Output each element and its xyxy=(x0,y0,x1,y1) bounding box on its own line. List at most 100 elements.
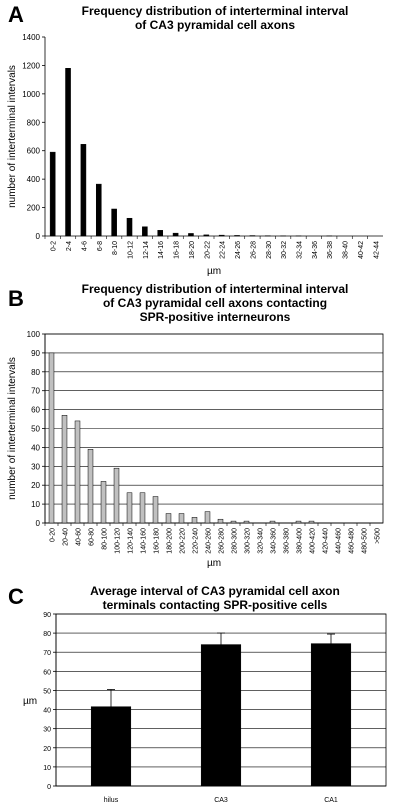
x-tick-label: 20-40 xyxy=(63,528,70,546)
y-tick-label: 0 xyxy=(47,784,51,791)
chart-c-title: Average interval of CA3 pyramidal cell a… xyxy=(40,584,390,612)
chart-a-title: Frequency distribution of interterminal … xyxy=(40,4,390,32)
y-tick-label: 10 xyxy=(31,500,40,509)
bar-20-40 xyxy=(61,415,68,524)
x-tick-label: 60-80 xyxy=(89,528,96,546)
x-tick-label: 320-340 xyxy=(258,528,265,554)
bar-CA3 xyxy=(200,644,242,787)
x-tick-label: 20-22 xyxy=(204,241,211,259)
bar-380-400 xyxy=(295,520,302,524)
x-tick-label: 120-140 xyxy=(128,528,135,554)
x-tick-label: 80-100 xyxy=(102,528,109,550)
bar-160-180 xyxy=(152,496,159,524)
bar-12-14 xyxy=(142,226,148,237)
x-axis-label: µm xyxy=(207,266,221,277)
x-tick-label: 300-320 xyxy=(245,528,252,554)
y-tick-label: 70 xyxy=(43,650,51,657)
bar-140-160 xyxy=(139,492,146,524)
y-axis-label: number of interterminal intervals xyxy=(7,65,18,208)
y-tick-label: 80 xyxy=(31,368,40,377)
bar-6-8 xyxy=(95,183,102,237)
x-tick-label: 36-38 xyxy=(327,241,334,259)
x-tick-label: 100-120 xyxy=(115,528,122,554)
bar-260-280 xyxy=(217,518,224,524)
x-tick-label: 12-14 xyxy=(143,241,150,259)
panel-letter-a: A xyxy=(8,2,24,27)
bar-18-20 xyxy=(188,233,194,237)
bar-10-12 xyxy=(126,217,133,237)
x-tick-label: 360-380 xyxy=(284,528,291,554)
x-tick-label: 24-26 xyxy=(235,241,242,259)
bar-80-100 xyxy=(100,481,107,524)
x-tick-label: 260-280 xyxy=(219,528,226,554)
x-tick-label: 4-6 xyxy=(81,241,88,251)
y-tick-label: 40 xyxy=(43,708,51,715)
y-tick-label: 60 xyxy=(43,669,51,676)
x-tick-label: CA3 xyxy=(214,797,228,804)
x-tick-label: 440-460 xyxy=(336,528,343,554)
x-tick-label: CA1 xyxy=(324,797,338,804)
chart-a-title-line-2: of CA3 pyramidal cell axons xyxy=(134,18,296,32)
y-tick-label: 90 xyxy=(43,612,51,619)
chart-a-title-line-1: Frequency distribution of interterminal … xyxy=(81,4,349,18)
x-tick-label: 460-480 xyxy=(349,528,356,554)
bar-180-200 xyxy=(165,513,172,524)
y-tick-label: 60 xyxy=(31,406,40,415)
x-tick-label: 28-30 xyxy=(266,241,273,259)
x-tick-label: 22-24 xyxy=(220,241,227,259)
y-tick-label: 30 xyxy=(31,462,40,471)
x-tick-label: 380-400 xyxy=(297,528,304,554)
x-tick-label: 40-60 xyxy=(76,528,83,546)
y-tick-label: 0 xyxy=(36,519,41,528)
chart-b: 0 10 20 30 40 50 60 70 80 90 100 0-20 20-40 40-60 60-8… xyxy=(7,330,384,569)
bar-240-260 xyxy=(204,511,211,524)
bar-0-2 xyxy=(49,151,56,237)
x-tick-label: 340-360 xyxy=(271,528,278,554)
chart-b-title: Frequency distribution of interterminal … xyxy=(40,282,390,324)
x-tick-label: 6-8 xyxy=(97,241,104,251)
bar-20-22 xyxy=(203,234,210,237)
y-tick-label: 80 xyxy=(43,631,51,638)
x-tick-label: 420-440 xyxy=(323,528,330,554)
y-tick-label: 30 xyxy=(43,727,51,734)
bar-200-220 xyxy=(178,513,185,524)
x-tick-label: 280-300 xyxy=(232,528,239,554)
chart-c-title-line-1: Average interval of CA3 pyramidal cell a… xyxy=(90,584,340,598)
x-tick-label: 40-42 xyxy=(358,241,365,259)
bar-280-300 xyxy=(230,520,237,524)
y-axis-label: number of interterminal intervals xyxy=(7,357,18,500)
x-tick-label: 140-160 xyxy=(141,528,148,554)
x-tick-label: 34-36 xyxy=(312,241,319,259)
x-tick-label: 26-28 xyxy=(250,241,257,259)
bar-24-26 xyxy=(234,235,240,237)
y-tick-label: 800 xyxy=(27,118,41,127)
bar-40-60 xyxy=(74,420,81,524)
bar-0-20 xyxy=(48,352,55,524)
bar-14-16 xyxy=(157,230,164,237)
y-tick-label: 100 xyxy=(27,330,41,339)
chart-a: 0 200 400 600 800 1000 1200 1400 0-2 2-4 4-6 6-8 8-1… xyxy=(7,33,383,277)
bar-4-6 xyxy=(80,144,87,237)
bar-22-24 xyxy=(218,234,225,237)
x-tick-label: 0-2 xyxy=(51,241,58,251)
y-tick-label: 600 xyxy=(27,147,41,156)
y-tick-label: 10 xyxy=(43,765,51,772)
y-tick-label: 90 xyxy=(31,349,40,358)
panel-letter-c: C xyxy=(8,584,24,609)
x-tick-label: 14-16 xyxy=(158,241,165,259)
chart-b-title-line-2: of CA3 pyramidal cell axons contacting xyxy=(102,296,328,310)
x-tick-label: 16-18 xyxy=(174,241,181,259)
x-tick-label: hilus xyxy=(104,797,119,804)
x-axis-label: µm xyxy=(207,558,221,569)
y-tick-label: 400 xyxy=(27,175,41,184)
x-tick-label: 240-260 xyxy=(206,528,213,554)
bar-100-120 xyxy=(113,467,120,524)
bar-8-10 xyxy=(111,208,117,237)
x-tick-label: 400-420 xyxy=(310,528,317,554)
x-tick-label: 38-40 xyxy=(343,241,350,259)
y-tick-label: 200 xyxy=(27,204,41,213)
y-tick-label: 40 xyxy=(31,443,40,452)
y-tick-label: 50 xyxy=(43,688,51,695)
bar-2-4 xyxy=(65,68,71,237)
chart-b-title-line-1: Frequency distribution of interterminal … xyxy=(81,282,349,296)
